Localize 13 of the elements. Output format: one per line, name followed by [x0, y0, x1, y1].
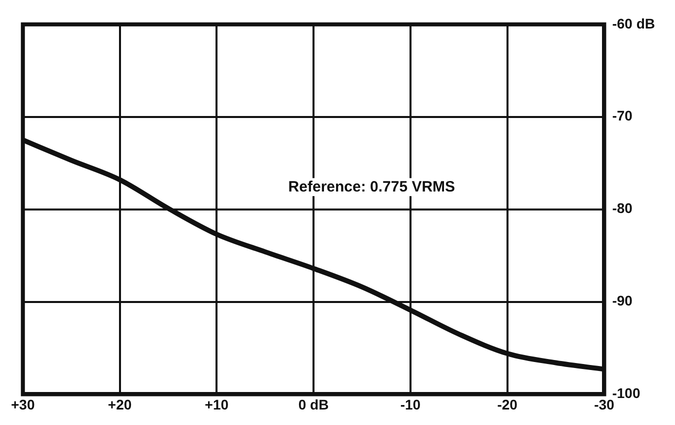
y-tick-label: -60 dB — [612, 15, 656, 32]
x-tick-label: 0 dB — [298, 396, 329, 412]
x-tick-label: +30 — [11, 396, 35, 412]
x-tick-label: +20 — [108, 396, 132, 412]
y-tick-label: -90 — [612, 292, 633, 309]
annotation: Reference: 0.775 VRMS — [288, 178, 456, 196]
y-tick-label: -80 — [612, 200, 633, 216]
x-tick-label: -30 — [594, 396, 615, 412]
x-tick-label: -20 — [497, 396, 518, 412]
y-tick-label: -70 — [612, 108, 633, 124]
x-tick-label: +10 — [204, 396, 229, 412]
x-tick-label: -10 — [400, 396, 421, 412]
y-tick-label: -100 — [612, 385, 640, 402]
